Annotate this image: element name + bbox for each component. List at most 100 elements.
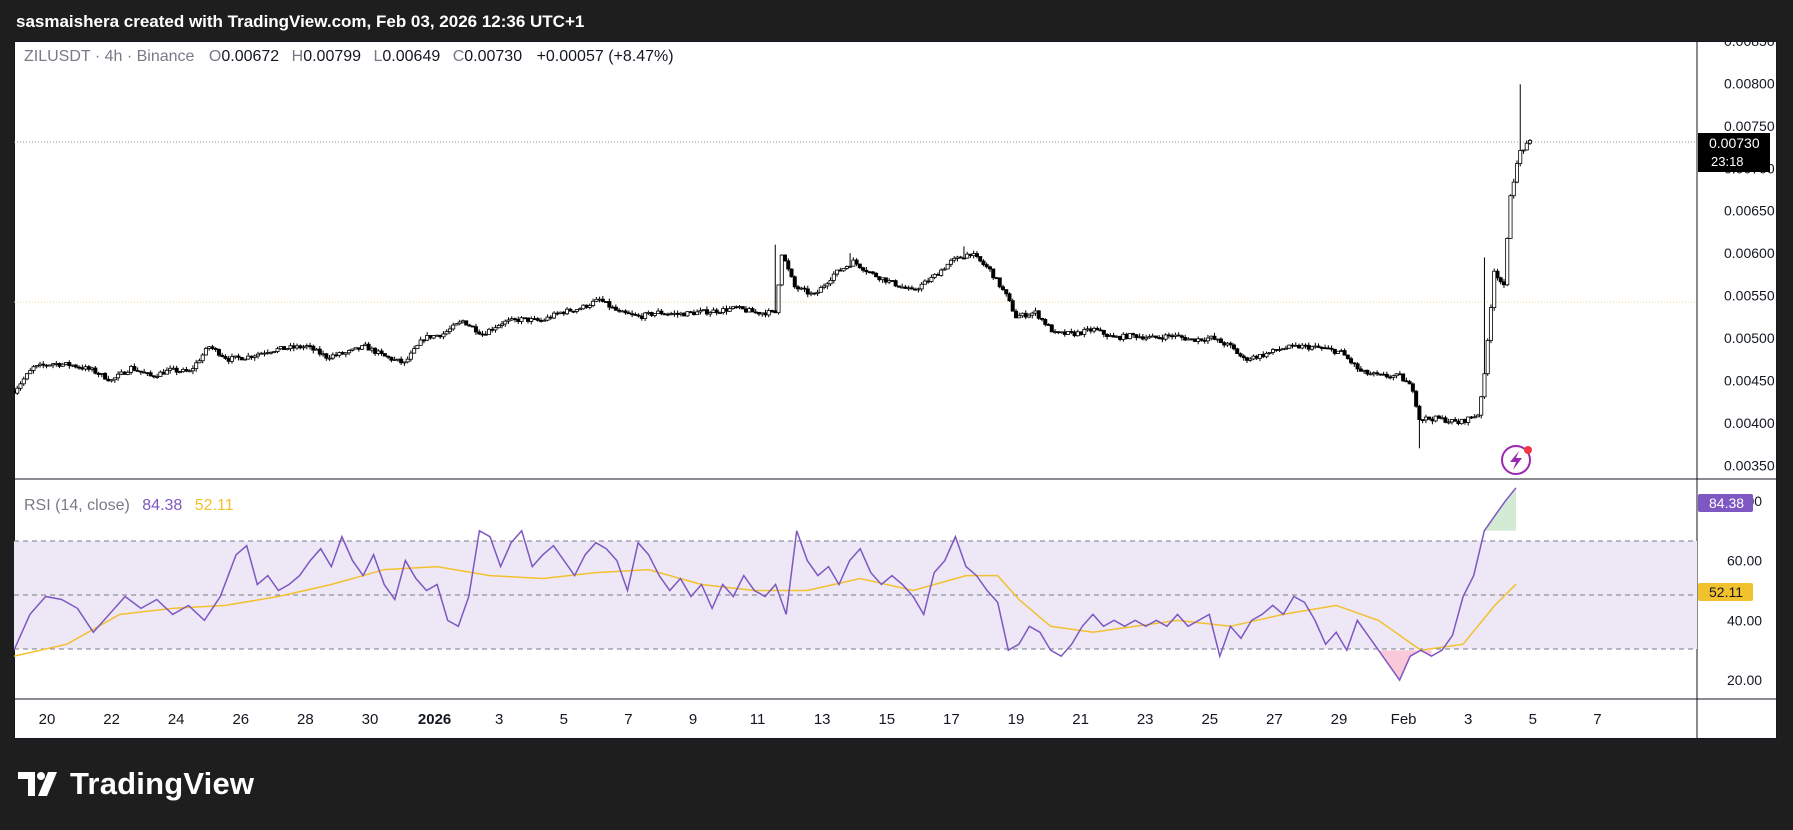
candle-body [31,366,36,371]
price-axis-labels[interactable]: 0.00350 0.00400 0.00450 0.00500 0.00550 0.006… [1724,41,1775,473]
time-tick-label: 28 [297,711,314,728]
candle-body [896,285,901,288]
candle-body [239,357,244,361]
time-tick-label: 25 [1201,711,1218,728]
candle-body [864,269,869,273]
candle-body [47,364,52,367]
candle-body [633,313,638,316]
candle-body [278,346,283,350]
candle-body [526,317,531,322]
candle-body [1082,329,1087,335]
candle-body [1427,416,1432,420]
candle-body [252,355,257,358]
candle-body [1215,338,1220,341]
candle-body [343,352,348,355]
candle-body [1274,349,1279,351]
chart-canvas[interactable]: 0.00350 0.00400 0.00450 0.00500 0.00550 0.006… [14,41,1777,739]
candle-body [913,288,918,291]
candle-body [1449,419,1454,423]
time-axis-labels[interactable]: 20 22 24 26 28 30 2026 3 5 7 9 11 13 15 17 19 21 23 25 27 29… [39,711,1602,728]
candle-body [1257,353,1262,359]
last-price-value: 0.00730 [1709,135,1760,151]
candle-body [1098,329,1103,332]
candle-body [1440,417,1445,420]
candle-body [41,363,46,366]
time-tick-label: 22 [103,711,120,728]
candle-body [1404,380,1409,383]
candle-body [259,352,264,355]
chart-panel[interactable]: 0.00350 0.00400 0.00450 0.00500 0.00550 0.006… [14,41,1777,739]
tradingview-logo[interactable]: TradingView [18,766,254,802]
candle-body [1222,342,1227,346]
candle-body [867,271,872,274]
symbol-legend[interactable]: ZILUSDT · 4h · Binance O0.00672 H0.00799… [24,48,674,65]
candle-body [734,306,739,309]
candle-body [272,351,277,353]
candle-body [164,369,169,375]
candle-body [1033,310,1038,314]
candle-body [402,361,407,364]
candle-body [145,372,150,375]
candle-body [376,350,381,354]
candle-body [25,373,30,380]
candle-body [984,264,989,268]
candle-body [1053,331,1058,334]
candle-body [1150,335,1155,338]
candle-body [138,370,143,373]
candle-body [1508,195,1513,239]
candle-body [883,277,888,283]
candle-body [646,312,651,314]
candle-body [597,298,602,301]
time-tick-label: 24 [168,711,185,728]
time-tick-label: Feb [1391,711,1417,728]
candle-body [516,318,521,323]
candle-body [1401,373,1406,382]
candle-body [818,287,823,293]
candle-body [330,354,335,359]
candle-body [246,355,251,360]
candle-body [965,253,970,259]
candle-body [18,383,23,389]
candle-body [480,333,485,336]
candle-body [451,324,456,330]
candle-body [1192,338,1197,342]
candle-body [353,347,358,350]
rsi-legend-label: RSI (14, close) [24,497,130,514]
price-tick-label: 0.00450 [1724,372,1775,388]
candle-body [405,358,410,363]
candle-body [262,352,267,355]
candle-body [730,306,735,309]
candle-body [1407,381,1412,385]
candle-body [298,345,303,349]
candle-body [308,345,313,348]
candle-body [216,349,221,356]
candle-body [903,286,908,289]
candle-body [499,323,504,326]
candle-body [1375,372,1380,375]
candle-body [574,309,579,312]
candle-body [421,339,426,342]
candle-body [935,273,940,276]
candle-body [1072,331,1077,337]
candle-body [1524,142,1529,151]
candle-body [213,348,218,350]
candle-body [604,301,609,303]
candle-body [1391,375,1396,378]
candle-body [174,367,179,373]
candle-body [857,263,862,269]
candle-body [929,276,934,282]
candle-body [190,368,195,372]
candle-body [317,348,322,355]
candle-body [34,365,39,368]
candle-body [457,321,462,325]
candle-body [334,354,339,357]
candle-body [1248,358,1253,361]
price-pane[interactable] [14,41,1697,478]
candle-body [623,310,628,314]
candle-body [366,343,371,351]
candle-body [1075,331,1080,337]
candle-body [1199,338,1204,341]
lightning-alert-icon[interactable] [1501,445,1532,475]
rsi-legend[interactable]: RSI (14, close) 84.38 52.11 [24,497,234,514]
candle-body [812,292,817,295]
